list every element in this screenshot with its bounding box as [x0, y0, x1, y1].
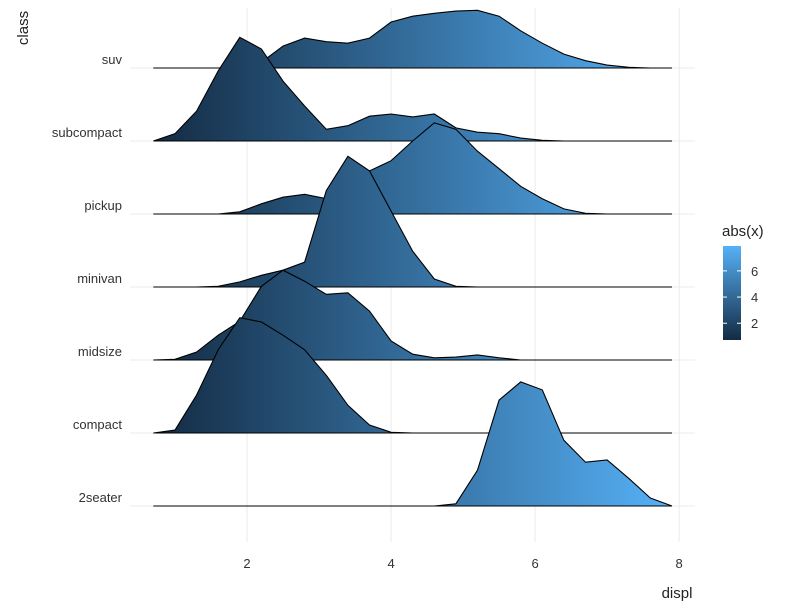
legend-label: 4: [751, 290, 758, 305]
colorbar: [723, 246, 741, 340]
x-axis-label: displ: [662, 585, 693, 602]
x-tick-label: 4: [387, 556, 394, 571]
y-tick-label: subcompact: [52, 125, 122, 140]
ridge-area: [153, 317, 672, 433]
x-tick-label: 6: [531, 556, 538, 571]
legend-title: abs(x): [722, 223, 764, 240]
y-tick-label: midsize: [78, 344, 122, 359]
y-tick-label: minivan: [77, 271, 122, 286]
y-axis-label: class: [15, 11, 32, 45]
y-tick-label: suv: [102, 52, 123, 67]
x-tick-label: 2: [243, 556, 250, 571]
legend-label: 2: [751, 316, 758, 331]
ridge-area: [153, 10, 672, 69]
y-tick-label: compact: [73, 417, 123, 432]
x-tick-label: 8: [676, 556, 683, 571]
legend-label: 6: [751, 264, 758, 279]
y-tick-label: pickup: [84, 198, 122, 213]
ridge-area: [153, 122, 672, 214]
ridge-area: [153, 37, 672, 141]
ridge-area: [153, 381, 672, 506]
y-tick-label: 2seater: [79, 490, 123, 505]
ridge-outline: [153, 122, 672, 215]
ridge-area: [153, 156, 672, 287]
